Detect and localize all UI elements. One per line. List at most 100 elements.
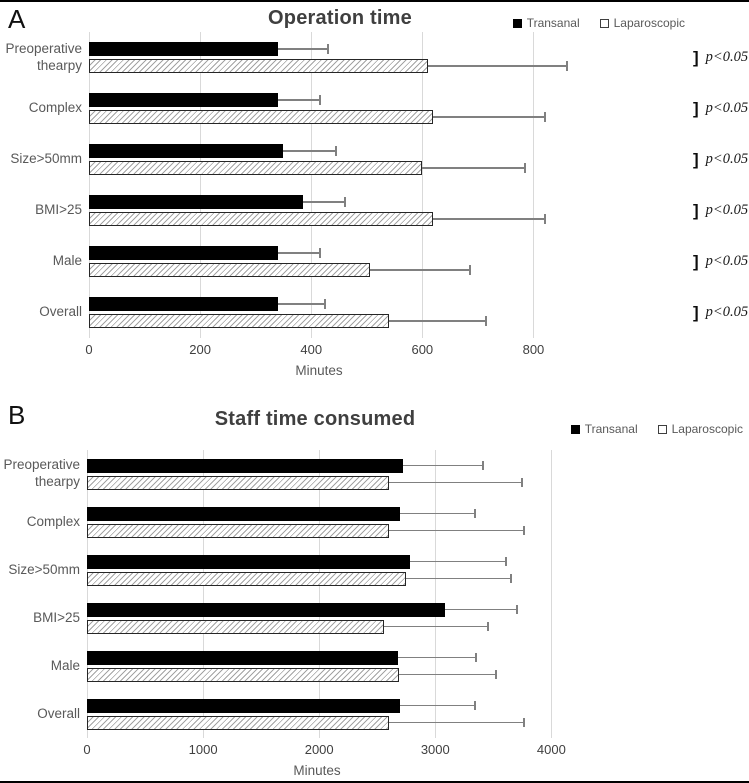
error-bar — [369, 265, 471, 275]
p-value-label: p<0.05 — [705, 304, 749, 320]
figure-top-border — [0, 0, 749, 2]
bar-line — [87, 554, 563, 569]
error-bar — [388, 717, 525, 727]
panel-letter: A — [8, 4, 26, 34]
category-label: Size>50mm — [8, 561, 80, 577]
figure-bottom-border — [0, 781, 749, 783]
bar-transanal — [89, 42, 278, 56]
bar-laparoscopic — [87, 667, 400, 682]
bar-laparoscopic — [87, 571, 407, 586]
significance-bracket-icon: ] — [693, 303, 699, 322]
bar-line — [87, 715, 563, 730]
category-label: Male — [50, 657, 80, 673]
p-value-row: ] p<0.05 — [693, 236, 748, 287]
error-bar — [433, 112, 546, 122]
gridline — [203, 450, 205, 738]
bar-line — [89, 212, 589, 226]
axis-ticks: 0 1000 2000 3000 4000 — [83, 742, 565, 758]
bar-line — [87, 602, 563, 617]
bar-line — [89, 110, 589, 124]
axis-tick-label: 0 — [83, 742, 91, 757]
bar-transanal — [87, 698, 401, 713]
gridline — [89, 32, 90, 338]
bar-laparoscopic — [89, 263, 370, 277]
category-label: Male — [52, 253, 82, 269]
bar-line — [89, 263, 589, 277]
bar-line — [89, 93, 589, 107]
laparoscopic-swatch-icon — [657, 424, 667, 434]
legend-item-laparoscopic: Laparoscopic — [657, 422, 743, 436]
bar-laparoscopic — [87, 619, 385, 634]
error-bar-cap — [521, 477, 524, 487]
axis-ticks: 0 200 400 600 800 — [85, 342, 589, 358]
bar-transanal — [87, 650, 399, 665]
p-value-row: ] p<0.05 — [693, 134, 748, 185]
legend: Transanal Laparoscopic — [570, 422, 743, 436]
legend-label: Laparoscopic — [671, 422, 743, 436]
bar-laparoscopic — [89, 314, 389, 328]
error-bar-cap — [565, 61, 568, 71]
bar-line — [89, 195, 589, 209]
error-bar — [400, 700, 476, 710]
chart-title: Staff time consumed — [214, 408, 416, 430]
category-label: Preoperative thearpy — [3, 457, 80, 489]
plot-area — [89, 32, 589, 338]
error-bar-cap — [522, 525, 525, 535]
error-bar-cap — [343, 197, 346, 207]
error-bar — [277, 299, 327, 309]
p-value-label: p<0.05 — [705, 202, 749, 218]
significance-bracket-icon: ] — [693, 201, 699, 220]
legend-label: Laparoscopic — [613, 16, 685, 30]
chart-area: Preoperative thearpy Complex Size>50mm BMI>… — [0, 450, 563, 738]
axis-tick-label: 200 — [189, 342, 211, 357]
bar-group — [87, 450, 563, 498]
error-bar — [406, 573, 512, 583]
bar-line — [87, 458, 563, 473]
legend-label: Transanal — [584, 422, 638, 436]
error-bar — [398, 652, 477, 662]
error-bar-cap — [335, 146, 338, 156]
bar-transanal — [87, 506, 401, 521]
p-value-label: p<0.05 — [705, 49, 749, 65]
bar-group — [89, 236, 589, 287]
axis-tick-label: 1000 — [188, 742, 218, 757]
bar-line — [87, 619, 563, 634]
error-bar — [302, 197, 346, 207]
category-label: Complex — [26, 513, 80, 529]
bar-group — [87, 546, 563, 594]
bar-group — [89, 32, 589, 83]
p-value-label: p<0.05 — [705, 253, 749, 269]
bar-group — [87, 642, 563, 690]
axis-tick-label: 400 — [300, 342, 323, 357]
legend-item-transanal: Transanal — [570, 422, 638, 436]
transanal-swatch-icon — [512, 18, 522, 28]
bar-transanal — [89, 246, 278, 260]
significance-bracket-icon: ] — [693, 252, 699, 271]
bar-group — [87, 498, 563, 546]
bar-line — [87, 506, 563, 521]
error-bar-cap — [494, 669, 497, 679]
error-bar — [388, 477, 524, 487]
error-bar — [388, 525, 525, 535]
error-bar-cap — [485, 316, 488, 326]
p-value-row: ] p<0.05 — [693, 83, 748, 134]
bar-group — [89, 83, 589, 134]
error-bar-cap — [473, 700, 476, 710]
error-bar-cap — [509, 573, 512, 583]
transanal-swatch-icon — [570, 424, 580, 434]
category-labels: Preoperative thearpy Complex Size>50mm BMI>… — [0, 32, 89, 338]
error-bar-cap — [543, 214, 546, 224]
bar-transanal — [87, 554, 410, 569]
gridline — [422, 32, 424, 338]
legend-label: Transanal — [526, 16, 580, 30]
error-bar — [277, 248, 321, 258]
panel-letter: B — [8, 400, 26, 430]
error-bar — [409, 556, 508, 566]
panel-b: B Staff time consumed Transanal Laparosc… — [0, 398, 749, 781]
axis-tick-label: 3000 — [420, 742, 450, 757]
gridline — [551, 450, 553, 738]
gridline — [435, 450, 437, 738]
bar-line — [89, 59, 589, 73]
bar-transanal — [87, 602, 445, 617]
bar-line — [87, 523, 563, 538]
